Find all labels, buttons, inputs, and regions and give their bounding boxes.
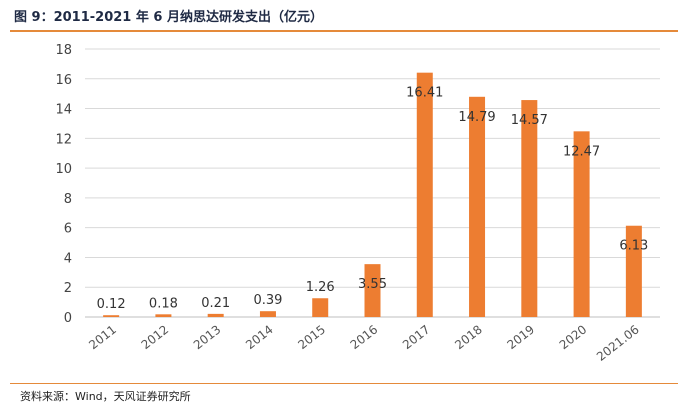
x-tick-label: 2019 bbox=[504, 322, 537, 352]
gridlines bbox=[85, 48, 660, 318]
x-tick-label: 2013 bbox=[191, 322, 224, 352]
x-tick-label: 2015 bbox=[295, 322, 328, 352]
bars bbox=[103, 72, 642, 318]
y-tick-label: 4 bbox=[64, 251, 72, 266]
bar-2020 bbox=[573, 131, 590, 317]
y-tick-label: 16 bbox=[55, 73, 72, 88]
title-divider bbox=[10, 30, 678, 32]
data-label: 12.47 bbox=[563, 144, 600, 159]
bar-2015 bbox=[312, 298, 329, 317]
data-label: 3.55 bbox=[358, 277, 387, 292]
y-tick-label: 10 bbox=[55, 162, 72, 177]
data-label: 6.13 bbox=[619, 239, 648, 254]
data-label: 14.57 bbox=[511, 113, 548, 128]
bar-2016 bbox=[364, 264, 381, 317]
data-label: 0.18 bbox=[149, 296, 178, 311]
x-tick-label: 2016 bbox=[348, 322, 381, 352]
y-tick-label: 2 bbox=[64, 281, 72, 296]
source-divider bbox=[10, 383, 678, 384]
x-tick-label: 2012 bbox=[139, 322, 172, 352]
y-tick-label: 14 bbox=[55, 103, 72, 118]
y-tick-label: 12 bbox=[55, 132, 72, 147]
bar-2021.06 bbox=[625, 225, 642, 317]
x-axis-ticks: 2011 2012 2013 2014 2015 2016 2017 2018 2019 2020… bbox=[86, 322, 641, 364]
bar-2013 bbox=[207, 313, 224, 317]
x-tick-label: 2018 bbox=[452, 322, 485, 352]
x-tick-label: 2020 bbox=[557, 322, 590, 352]
bar-2011 bbox=[103, 315, 120, 317]
x-tick-label: 2014 bbox=[243, 322, 276, 352]
data-labels: 0.12 0.18 0.21 0.39 1.26 3.55 16.41 14.79 14.57 1… bbox=[97, 86, 649, 313]
data-label: 0.39 bbox=[253, 293, 282, 308]
data-label: 16.41 bbox=[406, 86, 443, 101]
x-tick-label: 2021.06 bbox=[594, 322, 642, 364]
y-tick-label: 0 bbox=[64, 311, 72, 326]
bar-2019 bbox=[521, 100, 538, 318]
bar-2014 bbox=[259, 311, 276, 317]
bar-2018 bbox=[469, 96, 486, 317]
bar-2012 bbox=[155, 314, 172, 317]
bar-2017 bbox=[416, 72, 433, 317]
data-label: 1.26 bbox=[306, 280, 335, 295]
y-tick-label: 8 bbox=[64, 192, 72, 207]
x-tick-label: 2011 bbox=[86, 322, 119, 352]
y-tick-label: 18 bbox=[55, 43, 72, 58]
data-label: 14.79 bbox=[458, 110, 495, 125]
data-label: 0.21 bbox=[201, 296, 230, 311]
source-note: 资料来源：Wind，天风证券研究所 bbox=[20, 390, 191, 403]
y-tick-label: 6 bbox=[64, 222, 72, 237]
data-label: 0.12 bbox=[97, 297, 126, 312]
x-tick-label: 2017 bbox=[400, 322, 433, 352]
chart-title: 图 9：2011-2021 年 6 月纳思达研发支出（亿元） bbox=[14, 10, 323, 25]
y-axis-ticks: 0 2 4 6 8 10 12 14 16 18 bbox=[55, 43, 72, 326]
